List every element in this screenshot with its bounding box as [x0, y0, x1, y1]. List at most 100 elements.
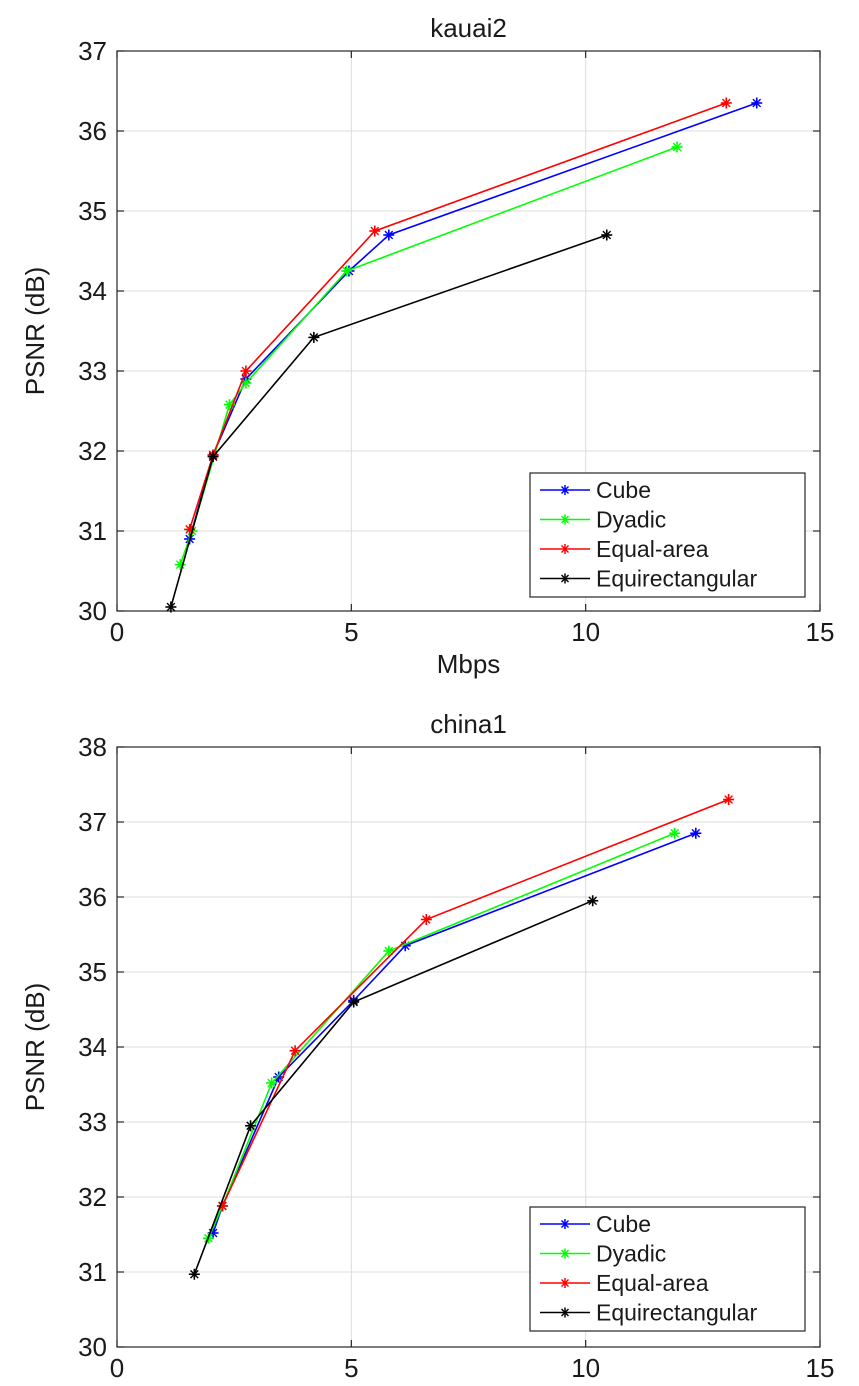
- data-point-marker: [383, 945, 395, 957]
- marker-stroke: [752, 98, 762, 108]
- marker-stroke: [421, 915, 431, 924]
- data-point-marker: [720, 97, 732, 109]
- y-tick-label: 31: [78, 1257, 107, 1287]
- data-point-marker: [669, 827, 681, 839]
- legend-label: Dyadic: [596, 507, 666, 533]
- legend-marker: [561, 1279, 569, 1287]
- marker-stroke: [670, 828, 680, 838]
- marker-stroke: [241, 366, 251, 376]
- legend: Cube Dyadic Equal-area Equirectangular: [529, 472, 806, 598]
- y-tick-label: 34: [78, 276, 107, 306]
- legend-marker: [561, 1220, 569, 1228]
- y-tick-label: 38: [78, 732, 107, 762]
- y-tick-label: 32: [78, 436, 107, 466]
- data-point-marker: [207, 451, 219, 463]
- legend-box: [529, 1206, 806, 1332]
- legend-item: Equal-area: [540, 536, 709, 562]
- data-point-marker: [289, 1045, 301, 1057]
- y-tick-label: 37: [78, 807, 107, 837]
- legend-label: Dyadic: [596, 1241, 666, 1267]
- y-axis-label: PSNR (dB): [20, 983, 50, 1112]
- y-tick-label: 36: [78, 882, 107, 912]
- series-equal-area: [216, 794, 735, 1212]
- x-tick-label: 10: [571, 1353, 600, 1381]
- marker-stroke: [602, 230, 612, 240]
- x-tick-label: 15: [806, 617, 835, 647]
- legend-marker: [561, 1308, 569, 1317]
- plot-frame: [116, 50, 821, 612]
- data-point-marker: [240, 377, 252, 389]
- legend-label: Equal-area: [596, 1270, 709, 1296]
- data-point-marker: [383, 229, 395, 241]
- data-point-marker: [266, 1077, 278, 1089]
- marker-stroke: [370, 226, 380, 236]
- legend-marker: [561, 545, 569, 553]
- data-point-marker: [188, 1268, 200, 1280]
- data-point-marker: [341, 265, 353, 277]
- y-tick-label: 35: [78, 957, 107, 987]
- y-tick-label: 37: [78, 36, 107, 66]
- series-line: [170, 234, 608, 608]
- marker-stroke: [225, 400, 234, 409]
- data-point-marker: [601, 229, 613, 241]
- marker-stroke: [274, 1072, 284, 1082]
- data-point-marker: [240, 365, 252, 377]
- legend-label: Equirectangular: [596, 1300, 757, 1326]
- chart-title: kauai2: [430, 13, 507, 43]
- marker-stroke: [724, 795, 733, 804]
- data-point-marker: [751, 97, 763, 109]
- y-tick-label: 36: [78, 116, 107, 146]
- marker-stroke: [721, 98, 731, 108]
- series-equirectangular: [188, 895, 599, 1280]
- series-line: [193, 899, 594, 1275]
- series-line: [221, 798, 729, 1207]
- x-tick-label: 10: [571, 617, 600, 647]
- marker-stroke: [384, 230, 394, 240]
- legend-label: Equal-area: [596, 536, 709, 562]
- x-tick-label: 15: [806, 1353, 835, 1381]
- marker-stroke: [309, 333, 319, 342]
- legend-box: [529, 472, 806, 598]
- marker-stroke: [672, 142, 682, 152]
- marker-stroke: [267, 1078, 277, 1088]
- data-point-marker: [245, 1120, 257, 1132]
- legend-item: Equirectangular: [540, 1300, 757, 1326]
- marker-stroke: [208, 452, 218, 461]
- marker-stroke: [342, 266, 351, 276]
- x-tick-label: 0: [110, 1353, 124, 1381]
- marker-stroke: [185, 525, 194, 534]
- marker-stroke: [588, 896, 598, 906]
- legend-marker: [561, 486, 569, 494]
- legend-marker: [561, 1249, 569, 1258]
- marker-stroke: [166, 602, 176, 612]
- legend-item: Cube: [540, 477, 651, 503]
- marker-stroke: [349, 997, 359, 1007]
- data-point-marker: [348, 996, 360, 1008]
- marker-stroke: [241, 378, 251, 388]
- x-tick-label: 0: [110, 617, 124, 647]
- y-tick-label: 34: [78, 1032, 107, 1062]
- chart-0: 0 5 10 15 30 31 32 33 34 35 36 37 kauai2 Mbps PSNR (dB…: [20, 13, 834, 679]
- legend-item: Cube: [540, 1211, 651, 1237]
- legend-item: Equirectangular: [540, 566, 757, 592]
- data-point-marker: [723, 794, 735, 805]
- data-point-marker: [671, 141, 683, 153]
- legend-label: Equirectangular: [596, 566, 757, 592]
- data-point-marker: [369, 225, 381, 237]
- y-tick-label: 31: [78, 516, 107, 546]
- data-point-marker: [308, 331, 320, 343]
- x-tick-label: 5: [344, 617, 358, 647]
- legend-item: Dyadic: [540, 507, 666, 533]
- legend-marker: [561, 515, 569, 524]
- data-point-marker: [420, 914, 432, 925]
- marker-stroke: [384, 946, 394, 956]
- chart-title: china1: [430, 709, 507, 739]
- y-tick-label: 30: [78, 596, 107, 626]
- x-axis-label: Mbps: [437, 649, 501, 679]
- legend: Cube Dyadic Equal-area Equirectangular: [529, 1206, 806, 1332]
- data-point-marker: [165, 601, 177, 613]
- data-point-marker: [587, 895, 599, 907]
- legend-item: Dyadic: [540, 1241, 666, 1267]
